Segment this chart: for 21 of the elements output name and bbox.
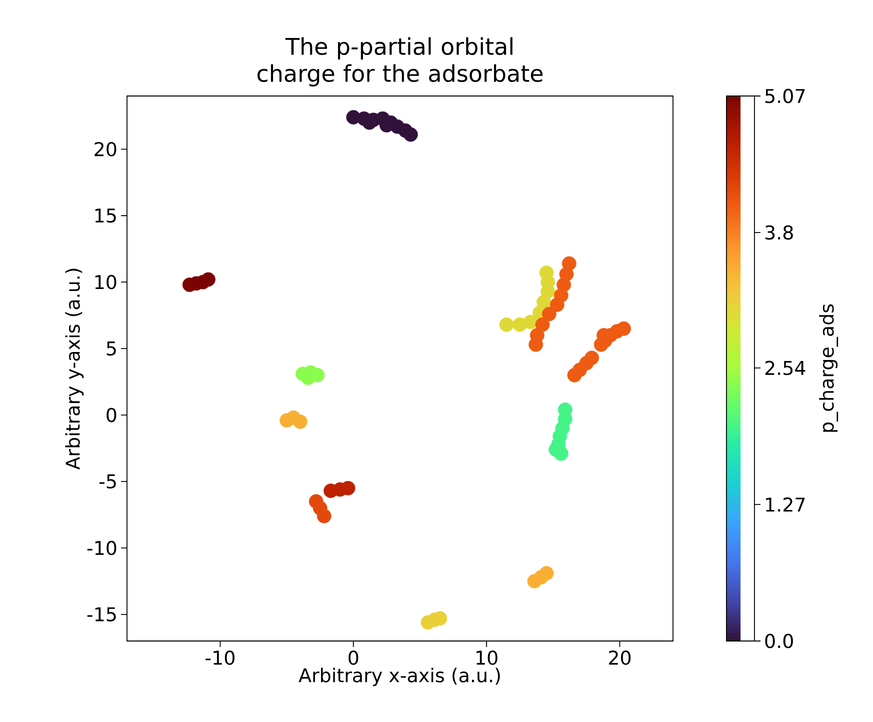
- color-bar-label: 1.27: [766, 497, 805, 512]
- x-tick-label: 0: [348, 650, 358, 665]
- y-tick-label: -15: [87, 607, 116, 622]
- y-axis-title: Arbitrary y-axis (a.u.): [65, 268, 84, 470]
- y-tick-label: 0: [106, 408, 116, 422]
- x-tick-label: -10: [206, 650, 234, 665]
- color-bar-label: 0.0: [765, 634, 793, 648]
- y-tick-label: 20: [94, 142, 116, 156]
- x-tick-label: 20: [609, 650, 631, 665]
- color-bar-label: 2.54: [765, 360, 806, 376]
- color-bar-label: 3.8: [765, 225, 793, 240]
- color-bar-label: 5.07: [765, 88, 805, 104]
- x-tick-label: 10: [476, 650, 498, 665]
- y-tick-label: 5: [106, 342, 116, 356]
- y-tick-label: 15: [95, 208, 116, 223]
- y-tick-label: 10: [95, 274, 116, 290]
- y-tick-label: -5: [99, 474, 116, 489]
- chart-title: The p-partial orbital charge for the adsorbate: [257, 37, 543, 86]
- y-tick-label: -10: [87, 540, 116, 556]
- color-bar-title: p_charge_ads: [819, 304, 838, 432]
- x-axis-title: Arbitrary x-axis (a.u.): [298, 668, 500, 686]
